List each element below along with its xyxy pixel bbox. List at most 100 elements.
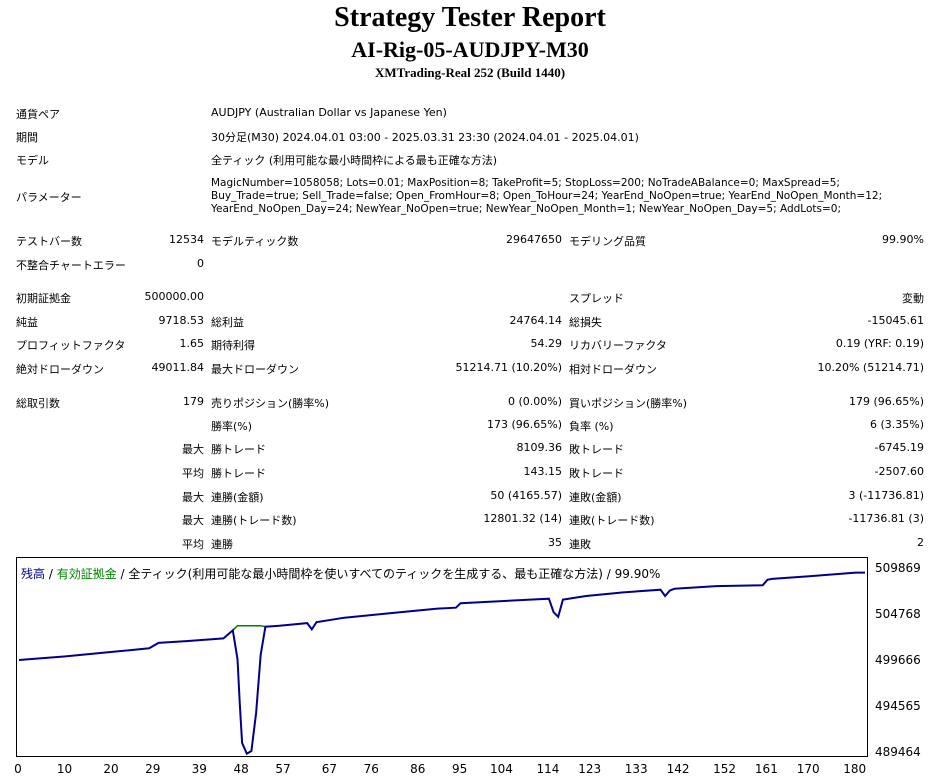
average-loss-value: -2507.60 [874, 465, 924, 478]
balance-line [18, 571, 865, 756]
x-tick-label: 104 [489, 762, 513, 776]
x-tick-label: 180 [843, 762, 867, 776]
consec-loss-money-value: 3 (-11736.81) [848, 489, 924, 502]
x-tick-label: 67 [321, 762, 338, 776]
max-label: 最大 [182, 443, 204, 456]
symbol-value: AUDJPY (Australian Dollar vs Japanese Ye… [211, 106, 447, 119]
x-tick-label: 39 [191, 762, 207, 776]
x-tick-label: 95 [451, 762, 468, 776]
trades-label: 総取引数 [16, 397, 60, 410]
x-tick-label: 161 [754, 762, 778, 776]
loss-rate-label: 負率 (%) [569, 420, 614, 433]
short-value: 0 (0.00%) [507, 395, 562, 408]
deposit-value: 500000.00 [144, 290, 205, 303]
period-label: 期間 [16, 131, 38, 144]
legend-separator: / [45, 567, 57, 581]
y-tick-label: 494565 [875, 699, 921, 714]
deposit-label: 初期証拠金 [16, 292, 71, 305]
largest-win-value: 8109.36 [516, 441, 563, 454]
y-tick-label: 509869 [875, 561, 921, 576]
params-value: MagicNumber=1058058; Lots=0.01; MaxPosit… [211, 177, 882, 216]
short-label: 売りポジション(勝率%) [211, 397, 330, 410]
pf-value: 1.65 [179, 337, 205, 350]
pf-label: プロフィットファクタ [16, 339, 126, 352]
average-loss-label: 敗トレード [569, 467, 624, 480]
gross-profit-label: 総利益 [211, 316, 244, 329]
gross-loss-label: 総損失 [569, 316, 602, 329]
loss-rate-value: 6 (3.35%) [869, 418, 924, 431]
payoff-label: 期待利得 [211, 339, 255, 352]
gross-loss-value: -15045.61 [867, 314, 924, 327]
x-tick-label: 123 [578, 762, 602, 776]
model-label: モデル [16, 154, 49, 167]
x-tick-label: 114 [536, 762, 560, 776]
y-tick-label: 499666 [875, 653, 921, 668]
x-tick-label: 86 [410, 762, 426, 776]
period-value: 30分足(M30) 2024.04.01 03:00 - 2025.03.31 … [211, 131, 639, 144]
x-tick-label: 133 [624, 762, 648, 776]
x-tick-label: 48 [233, 762, 249, 776]
ticks-label: モデルティック数 [211, 235, 299, 248]
trades-value: 179 [183, 395, 204, 408]
consec-win-money-label: 連勝(金額) [211, 491, 264, 504]
consec-loss-money-label: 連敗(金額) [569, 491, 622, 504]
gross-profit-value: 24764.14 [509, 314, 563, 327]
server-name: XMTrading-Real 252 (Build 1440) [374, 65, 566, 80]
params-line: MagicNumber=1058058; Lots=0.01; MaxPosit… [211, 177, 840, 189]
rel-dd-value: 10.20% (51214.71) [817, 361, 924, 374]
x-tick-label: 10 [56, 762, 73, 776]
report-subtitle: AI-Rig-05-AUDJPY-M30 [351, 37, 589, 62]
params-line: Buy_Trade=true; Sell_Trade=false; Open_F… [211, 190, 883, 202]
largest-loss-label: 敗トレード [569, 443, 624, 456]
win-rate-value: 173 (96.65%) [486, 418, 562, 431]
ticks-value: 29647650 [506, 233, 562, 246]
abs-dd-value: 49011.84 [151, 361, 205, 374]
recovery-label: リカバリーファクタ [569, 339, 667, 352]
long-label: 買いポジション(勝率%) [569, 397, 688, 410]
equity-line [223, 625, 266, 639]
mismatch-value: 0 [197, 257, 204, 270]
legend-balance: 残高 [21, 567, 46, 581]
rel-dd-label: 相対ドローダウン [569, 363, 657, 376]
x-tick-label: 57 [275, 762, 291, 776]
avg-consec-win-label: 連勝 [211, 538, 233, 551]
max-label: 最大 [182, 491, 204, 504]
symbol-label: 通貨ペア [16, 108, 60, 121]
y-tick-label: 489464 [875, 745, 921, 759]
consec-win-money-value: 50 (4165.57) [490, 489, 562, 502]
consec-loss-trades-label: 連敗(トレード数) [569, 514, 655, 527]
largest-loss-value: -6745.19 [874, 441, 924, 454]
legend-description: / 全ティック(利用可能な最小時間枠を使いすべてのティックを生成する、最も正確な… [116, 567, 661, 581]
recovery-value: 0.19 (YRF: 0.19) [835, 337, 924, 350]
max-dd-value: 51214.71 (10.20%) [455, 361, 562, 374]
spread-value: 変動 [902, 292, 924, 305]
params-label: パラメーター [16, 191, 82, 204]
x-tick-label: 20 [103, 762, 119, 776]
long-value: 179 (96.65%) [848, 395, 924, 408]
model-value: 全ティック (利用可能な最小時間枠による最も正確な方法) [211, 154, 498, 167]
x-tick-label: 170 [796, 762, 820, 776]
largest-win-label: 勝トレード [211, 443, 266, 456]
params-line: YearEnd_NoOpen_Day=24; NewYear_NoOpen=tr… [211, 203, 841, 215]
avg-label: 平均 [182, 467, 204, 480]
bars-value: 12534 [169, 233, 204, 246]
balance-chart-plot [18, 571, 865, 756]
chart-legend: 残高 / 有効証拠金 / 全ティック(利用可能な最小時間枠を使いすべてのティック… [21, 565, 660, 582]
max-dd-label: 最大ドローダウン [211, 363, 299, 376]
balance-chart [16, 557, 868, 757]
consec-loss-trades-value: -11736.81 (3) [848, 512, 924, 525]
quality-label: モデリング品質 [569, 235, 646, 248]
consec-win-trades-label: 連勝(トレード数) [211, 514, 297, 527]
net-label: 純益 [16, 316, 38, 329]
avg-label: 平均 [182, 538, 204, 551]
y-tick-label: 504768 [875, 607, 921, 622]
net-value: 9718.53 [158, 314, 205, 327]
average-win-label: 勝トレード [211, 467, 266, 480]
avg-consec-loss-value: 2 [917, 536, 924, 549]
report-title: Strategy Tester Report [334, 2, 606, 33]
quality-value: 99.90% [882, 233, 924, 246]
max-label: 最大 [182, 514, 204, 527]
avg-consec-win-value: 35 [548, 536, 562, 549]
win-rate-label: 勝率(%) [211, 420, 253, 433]
x-tick-label: 142 [666, 762, 690, 776]
